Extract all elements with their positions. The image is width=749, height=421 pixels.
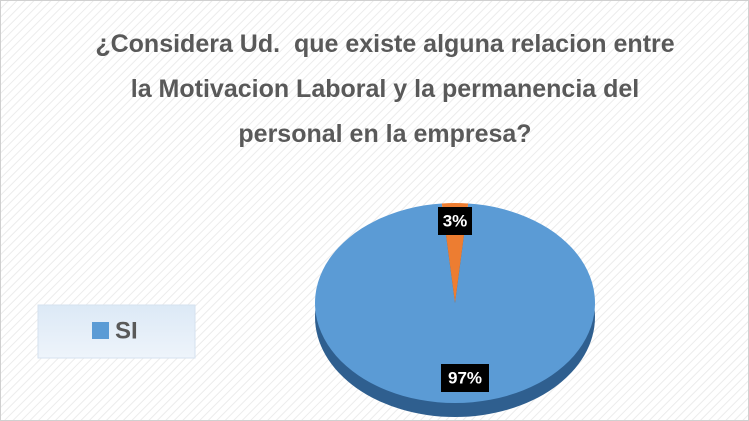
legend-box xyxy=(37,304,196,359)
legend-label: SI xyxy=(115,317,138,344)
data-label: 3% xyxy=(443,211,468,230)
label-box xyxy=(441,364,489,392)
pie-slice xyxy=(315,203,595,403)
chart-title: ¿Considera Ud. que existe alguna relacio… xyxy=(95,30,682,148)
label-box xyxy=(438,207,472,235)
data-label: 97% xyxy=(448,368,482,387)
legend-swatch xyxy=(92,322,109,339)
